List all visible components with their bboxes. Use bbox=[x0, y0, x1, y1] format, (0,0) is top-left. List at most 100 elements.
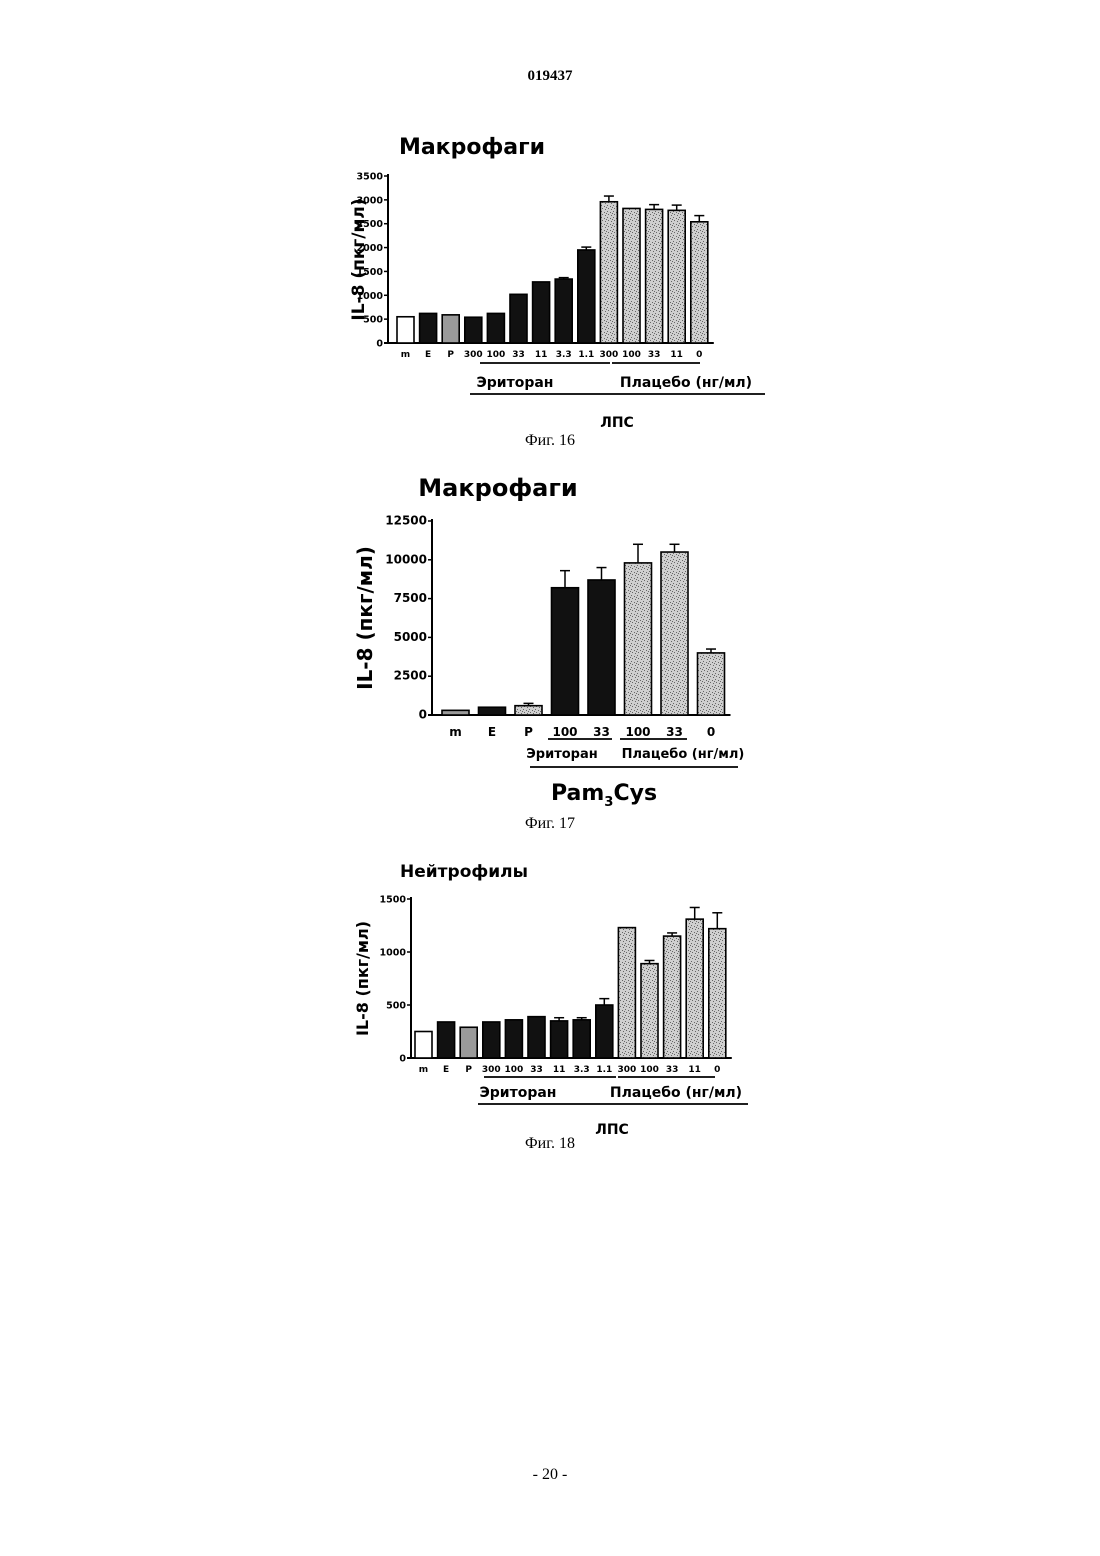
bar bbox=[438, 1022, 455, 1058]
x-tick-label: 1.1 bbox=[596, 1065, 612, 1075]
y-axis-label: IL-8 (пкг/мл) bbox=[353, 921, 372, 1036]
bar bbox=[646, 209, 663, 343]
figure-18-chart: НейтрофилыIL-8 (пкг/мл)050010001500mEP30… bbox=[0, 848, 1100, 1138]
x-tick-label: m bbox=[449, 725, 462, 739]
y-axis-label: IL-8 (пкг/мл) bbox=[349, 198, 369, 320]
chart-title: Макрофаги bbox=[399, 135, 545, 160]
bar bbox=[487, 313, 504, 343]
y-tick-label: 0 bbox=[376, 339, 383, 350]
bar bbox=[618, 928, 635, 1058]
x-tick-label: 100 bbox=[622, 350, 641, 360]
bar bbox=[596, 1005, 613, 1058]
bar bbox=[533, 282, 550, 343]
x-tick-label: 0 bbox=[696, 350, 702, 360]
y-tick-label: 0 bbox=[399, 1054, 406, 1065]
bar bbox=[668, 210, 685, 343]
y-tick-label: 500 bbox=[386, 1001, 406, 1012]
figure-17-caption: Фиг. 17 bbox=[0, 815, 1100, 833]
x-tick-label: 33 bbox=[666, 725, 683, 739]
stimulus-label: ЛПС bbox=[600, 415, 634, 430]
x-tick-label: 11 bbox=[553, 1065, 566, 1075]
x-tick-label: E bbox=[425, 350, 431, 360]
x-tick-label: 0 bbox=[714, 1065, 720, 1075]
y-tick-label: 1000 bbox=[380, 948, 407, 959]
group-label: Эриторан bbox=[480, 1085, 557, 1101]
x-tick-label: E bbox=[443, 1065, 449, 1075]
figure-18-caption: Фиг. 18 bbox=[0, 1135, 1100, 1153]
bar bbox=[415, 1032, 432, 1059]
y-tick-label: 2000 bbox=[357, 243, 384, 254]
figure-17-chart: Макрофаги IL-8 (пкг/мл) 0 2500 5000 7500 10000… bbox=[0, 462, 1100, 814]
page-number: - 20 - bbox=[0, 1466, 1100, 1484]
bar bbox=[420, 313, 437, 343]
bar bbox=[578, 250, 595, 343]
y-tick-label: 5000 bbox=[394, 630, 427, 644]
bar bbox=[552, 588, 579, 715]
x-tick-label: 300 bbox=[464, 350, 483, 360]
y-tick-label: 10000 bbox=[385, 552, 427, 566]
x-tick-label: 100 bbox=[552, 725, 577, 739]
bar bbox=[510, 294, 527, 343]
x-tick-label: m bbox=[401, 350, 410, 360]
y-tick-label: 2500 bbox=[357, 219, 384, 230]
x-tick-label: 300 bbox=[618, 1065, 637, 1075]
bar bbox=[661, 552, 688, 715]
chart-title: Макрофаги bbox=[418, 474, 577, 502]
y-tick-label: 500 bbox=[363, 315, 383, 326]
bar bbox=[709, 929, 726, 1058]
bar bbox=[515, 706, 542, 715]
x-tick-label: 100 bbox=[505, 1065, 524, 1075]
x-tick-label: P bbox=[447, 350, 454, 360]
group-label: Плацебо (нг/мл) bbox=[610, 1085, 742, 1101]
x-tick-label: 11 bbox=[688, 1065, 701, 1075]
x-tick-label: 3.3 bbox=[574, 1065, 590, 1075]
x-tick-label: 100 bbox=[640, 1065, 659, 1075]
bar bbox=[600, 202, 617, 343]
bar bbox=[442, 710, 469, 715]
y-axis-label: IL-8 (пкг/мл) bbox=[353, 546, 377, 690]
bar bbox=[555, 279, 572, 343]
bar bbox=[623, 208, 640, 343]
x-tick-label: 100 bbox=[625, 725, 650, 739]
bar bbox=[505, 1020, 522, 1058]
figure-16-caption: Фиг. 16 bbox=[0, 432, 1100, 450]
y-tick-label: 1500 bbox=[380, 895, 407, 906]
x-tick-label: 33 bbox=[512, 350, 525, 360]
y-tick-label: 3500 bbox=[357, 172, 384, 183]
y-tick-label: 2500 bbox=[394, 669, 427, 683]
bar bbox=[686, 919, 703, 1058]
bar bbox=[483, 1022, 500, 1058]
x-tick-label: 3.3 bbox=[556, 350, 572, 360]
x-tick-label: m bbox=[419, 1065, 428, 1075]
x-tick-label: 33 bbox=[593, 725, 610, 739]
group-label: Эриторан bbox=[526, 747, 597, 762]
chart-title: Нейтрофилы bbox=[400, 862, 528, 882]
x-tick-label: 33 bbox=[530, 1065, 543, 1075]
x-tick-label: 11 bbox=[670, 350, 683, 360]
bar bbox=[460, 1027, 477, 1058]
group-label: Плацебо (нг/мл) bbox=[620, 375, 752, 391]
y-tick-label: 3000 bbox=[357, 195, 384, 206]
x-tick-label: 33 bbox=[666, 1065, 679, 1075]
x-tick-label: P bbox=[465, 1065, 472, 1075]
bar bbox=[551, 1021, 568, 1058]
x-tick-label: 100 bbox=[487, 350, 506, 360]
bar bbox=[528, 1017, 545, 1058]
y-tick-label: 7500 bbox=[394, 591, 427, 605]
bar bbox=[442, 315, 459, 343]
stimulus-label: Pam3Cys bbox=[551, 781, 657, 810]
bar bbox=[698, 653, 725, 715]
figure-16-chart: МакрофагиIL-8 (пкг/мл)050010001500200025… bbox=[0, 120, 1100, 430]
document-number: 019437 bbox=[0, 68, 1100, 85]
x-tick-label: 300 bbox=[482, 1065, 501, 1075]
x-tick-label: 11 bbox=[535, 350, 548, 360]
bar bbox=[479, 707, 506, 715]
bar bbox=[397, 317, 414, 343]
y-tick-label: 1000 bbox=[357, 291, 384, 302]
bar bbox=[465, 317, 482, 343]
y-tick-label: 0 bbox=[419, 708, 427, 722]
y-tick-label: 12500 bbox=[385, 514, 427, 528]
x-tick-label: 0 bbox=[707, 725, 715, 739]
bar bbox=[588, 580, 615, 715]
x-tick-label: P bbox=[524, 725, 533, 739]
